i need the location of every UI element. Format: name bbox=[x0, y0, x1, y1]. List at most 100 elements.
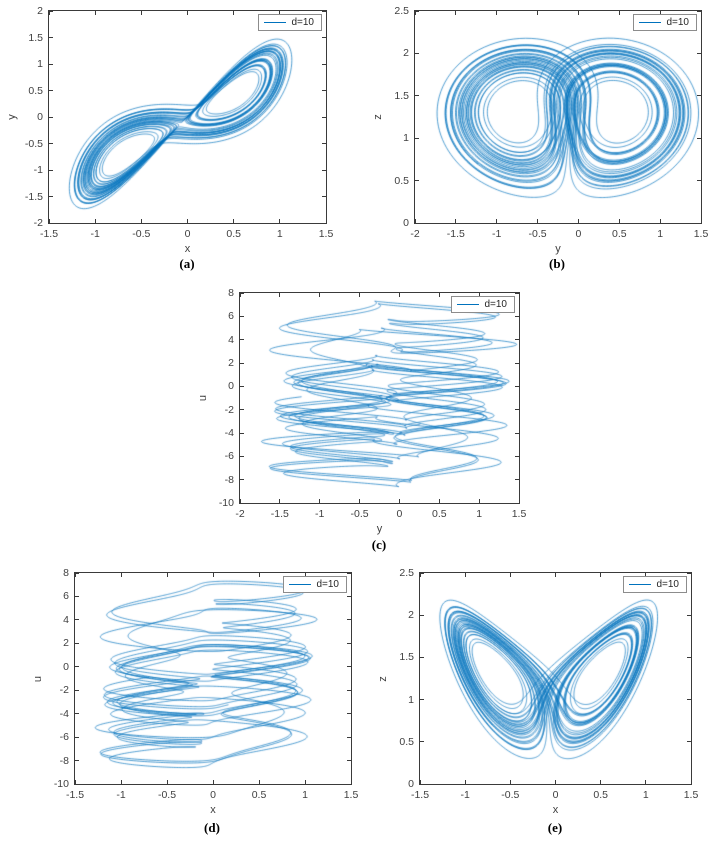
y-tick-mark bbox=[697, 180, 701, 182]
y-tick-mark bbox=[240, 385, 244, 387]
legend-line-sample bbox=[629, 584, 652, 585]
x-tick-mark bbox=[618, 219, 620, 223]
x-tick-label: -1.5 bbox=[65, 789, 85, 801]
y-tick-mark bbox=[322, 37, 326, 38]
y-tick-label: 1.5 bbox=[399, 651, 414, 664]
x-tick-mark bbox=[645, 573, 647, 577]
x-tick-label: -1 bbox=[315, 508, 325, 520]
y-tick-label: -2 bbox=[59, 684, 69, 697]
x-tick-mark bbox=[600, 573, 602, 577]
x-tick-mark bbox=[258, 573, 260, 577]
y-tick-mark bbox=[420, 783, 424, 785]
x-tick-mark bbox=[212, 780, 214, 784]
x-tick-label: -0.5 bbox=[157, 789, 177, 801]
y-tick-mark bbox=[49, 10, 53, 12]
subplot-d: -1.5 -1 -0.5 0 0.5 1 1.5 -10 -8 -6 -4 -2 0 2 4 6 8 x u d=10 bbox=[32, 567, 358, 816]
x-tick-mark bbox=[398, 293, 400, 297]
y-tick-label: 8 bbox=[228, 287, 234, 299]
y-tick-label: -10 bbox=[53, 778, 69, 790]
y-tick-label: 0.5 bbox=[394, 174, 409, 187]
x-tick-mark bbox=[455, 11, 457, 15]
y-tick-mark bbox=[49, 143, 53, 144]
y-tick-mark bbox=[347, 689, 351, 691]
x-tick-label: 0 bbox=[210, 789, 216, 801]
y-tick-label: -0.5 bbox=[24, 137, 43, 150]
subplot-caption-a: (a) bbox=[179, 256, 195, 271]
x-tick-mark bbox=[398, 499, 400, 503]
x-tick-label: -2 bbox=[235, 508, 245, 520]
y-axis-label: u bbox=[197, 394, 209, 402]
y-tick-mark bbox=[687, 572, 691, 574]
y-tick-label: 4 bbox=[63, 613, 69, 626]
x-tick-mark bbox=[166, 573, 168, 577]
y-tick-mark bbox=[322, 222, 326, 224]
y-tick-mark bbox=[687, 783, 691, 785]
x-tick-mark bbox=[645, 780, 647, 784]
x-tick-mark bbox=[464, 780, 466, 784]
y-tick-label: 0 bbox=[403, 217, 409, 229]
x-tick-mark bbox=[537, 11, 539, 15]
legend-line-sample bbox=[457, 304, 480, 305]
x-tick-label: 0.5 bbox=[226, 228, 241, 240]
x-tick-label: 1.5 bbox=[318, 228, 334, 240]
x-tick-label: 1 bbox=[276, 228, 283, 240]
x-tick-mark bbox=[577, 11, 579, 15]
x-tick-mark bbox=[659, 219, 661, 223]
y-tick-mark bbox=[415, 180, 419, 182]
x-tick-label: -0.5 bbox=[528, 228, 547, 240]
x-tick-mark bbox=[359, 499, 361, 503]
y-tick-label: 1.5 bbox=[28, 31, 43, 44]
legend-box: d=10 bbox=[451, 296, 515, 313]
y-tick-mark bbox=[420, 614, 424, 616]
y-tick-label: -2 bbox=[33, 217, 43, 229]
x-tick-label: -0.5 bbox=[132, 228, 151, 240]
y-tick-mark bbox=[240, 315, 244, 317]
x-tick-mark bbox=[48, 11, 50, 15]
x-tick-mark bbox=[140, 219, 142, 223]
x-tick-mark bbox=[464, 573, 466, 577]
y-axis-label: u bbox=[32, 675, 44, 682]
subplot-caption-d: (d) bbox=[204, 820, 220, 835]
x-tick-mark bbox=[239, 293, 241, 297]
x-tick-mark bbox=[48, 219, 50, 223]
legend-box: d=10 bbox=[623, 576, 687, 593]
x-tick-mark bbox=[239, 499, 241, 503]
y-tick-mark bbox=[240, 292, 244, 294]
y-tick-mark bbox=[515, 455, 519, 457]
y-tick-label: 0 bbox=[63, 660, 69, 673]
y-tick-mark bbox=[49, 63, 53, 65]
y-tick-mark bbox=[75, 666, 79, 668]
y-tick-label: -2 bbox=[224, 403, 234, 416]
x-tick-mark bbox=[414, 11, 416, 15]
x-axis-label: x bbox=[210, 804, 216, 816]
y-tick-mark bbox=[322, 196, 326, 197]
x-tick-mark bbox=[350, 573, 352, 577]
y-axis-label: z bbox=[377, 675, 389, 682]
y-tick-label: -6 bbox=[59, 731, 69, 744]
y-tick-mark bbox=[415, 222, 419, 224]
y-tick-mark bbox=[49, 196, 53, 197]
y-tick-mark bbox=[322, 10, 326, 12]
x-tick-mark bbox=[187, 11, 188, 15]
x-tick-label: -1 bbox=[492, 228, 502, 240]
x-tick-mark bbox=[140, 11, 142, 15]
y-tick-mark bbox=[697, 137, 701, 139]
x-tick-mark bbox=[304, 780, 306, 784]
x-tick-mark bbox=[478, 293, 480, 297]
x-tick-mark bbox=[350, 780, 352, 784]
y-tick-label: 8 bbox=[63, 567, 69, 579]
x-tick-mark bbox=[414, 219, 416, 223]
y-tick-mark bbox=[420, 656, 424, 658]
y-tick-mark bbox=[240, 502, 244, 504]
y-tick-mark bbox=[75, 760, 79, 762]
y-tick-mark bbox=[240, 409, 244, 411]
x-tick-label: 1.5 bbox=[343, 789, 359, 801]
y-axis-label: z bbox=[372, 114, 384, 120]
x-tick-mark bbox=[279, 11, 281, 15]
y-tick-label: 2 bbox=[408, 609, 414, 622]
y-tick-mark bbox=[75, 689, 79, 691]
x-tick-mark bbox=[455, 219, 457, 223]
y-tick-mark bbox=[240, 479, 244, 481]
x-tick-mark bbox=[359, 293, 361, 297]
x-tick-mark bbox=[258, 780, 260, 784]
